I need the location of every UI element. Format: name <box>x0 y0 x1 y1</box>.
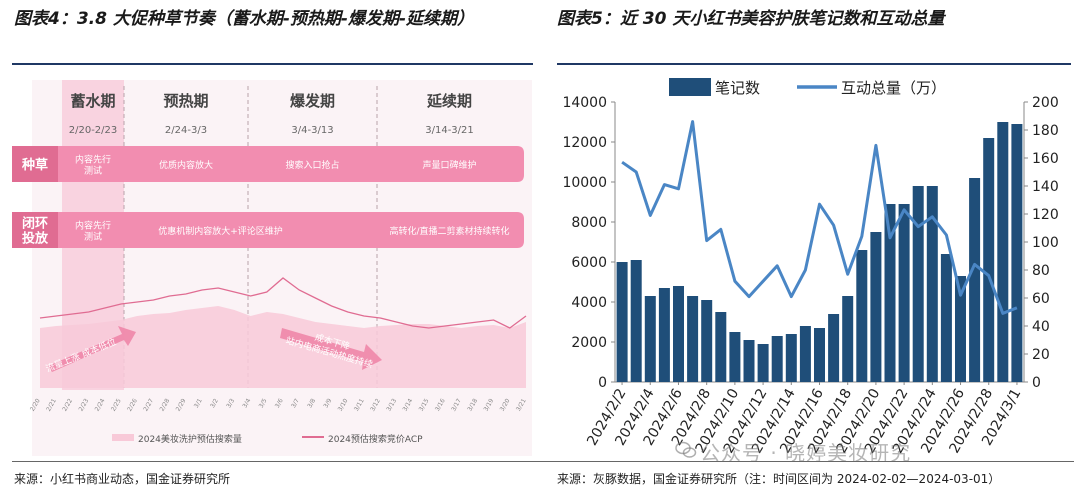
left-y-tick-label: 14000 <box>562 95 607 111</box>
bar-notes-2024/2/13 <box>771 336 783 382</box>
right-y-tick-label: 20 <box>1032 347 1050 363</box>
bar-notes-2024/2/2 <box>616 262 628 382</box>
left-x-tick: 3/1 <box>193 397 204 409</box>
bar-notes-2024/2/21 <box>884 204 896 382</box>
left-x-tick: 3/5 <box>258 397 269 409</box>
right-y-tick-label: 160 <box>1032 151 1059 167</box>
bar-notes-2024/2/26 <box>955 276 966 382</box>
right-y-tick-label: 60 <box>1032 291 1050 307</box>
strategy-item-0-2: 搜索入口抢占 <box>285 159 339 171</box>
search-volume-area <box>40 306 526 388</box>
strategy-row-label-bg-1 <box>12 212 58 248</box>
phase-name-0: 蓄水期 <box>70 92 115 110</box>
strategy-item-1-3: 高转化/直播二剪素材持续转化 <box>389 225 509 237</box>
left-x-tick: 3/2 <box>209 397 220 409</box>
bar-notes-2024/3/1 <box>1011 124 1023 382</box>
bar-notes-2024/2/10 <box>729 332 741 382</box>
strategy-item-1-1: 优惠机制内容放大+评论区维护 <box>158 225 283 237</box>
legend-swatch-bar <box>669 78 711 96</box>
phase-name-3: 延续期 <box>426 92 472 110</box>
bar-notes-2024/2/20 <box>870 232 882 382</box>
bar-notes-2024/2/25 <box>940 254 952 382</box>
left-x-tick: 3/7 <box>290 397 301 409</box>
legend-label-line: 2024预估搜索竞价ACP <box>328 433 423 445</box>
legend-label-bar: 笔记数 <box>715 79 760 97</box>
left-y-tick-label: 4000 <box>571 295 607 311</box>
bar-notes-2024/2/5 <box>658 288 670 382</box>
left-y-tick-label: 12000 <box>562 135 607 151</box>
right-y-tick-label: 100 <box>1032 235 1059 251</box>
left-x-tick: 3/6 <box>274 397 285 409</box>
left-x-tick: 3/3 <box>225 397 236 409</box>
bar-notes-2024/2/28 <box>983 138 995 382</box>
notes-interaction-chart: 0 2000 4000 6000 8000 10000 12000 14000 0 20 40 60 8… <box>562 78 1059 456</box>
right-source-note: 来源：灰豚数据，国金证券研究所（注：时间区间为 2024-02-02—2024-… <box>557 472 1001 486</box>
right-figure-title: 图表5：近 30 天小红书美容护肤笔记数和互动总量 <box>557 9 945 29</box>
bar-notes-2024/2/14 <box>785 334 797 382</box>
right-y-tick-label: 0 <box>1032 375 1041 391</box>
strategy-row-band-1 <box>24 212 524 248</box>
legend-swatch-area <box>112 434 134 441</box>
strategy-item-1-0: 内容先行测试 <box>75 220 111 243</box>
right-title-rule <box>557 63 1071 65</box>
bar-notes-2024/2/16 <box>814 328 825 382</box>
left-x-tick: 3/4 <box>241 397 252 409</box>
bar-notes-2024/2/19 <box>856 250 868 382</box>
strategy-row-label-bg-0 <box>12 146 58 182</box>
strategy-item-0-1: 优质内容放大 <box>159 159 213 171</box>
left-x-tick: 3/9 <box>322 397 333 409</box>
phase-dates-2: 3/4-3/13 <box>291 125 333 136</box>
left-y-tick-label: 10000 <box>562 175 607 191</box>
left-title-rule <box>12 63 533 65</box>
bar-notes-2024/2/9 <box>715 312 727 382</box>
strategy-item-0-3: 声量口碑维护 <box>422 159 476 171</box>
legend-label-area: 2024美妆洗护预估搜索量 <box>138 433 242 445</box>
source-divider <box>12 461 1074 462</box>
bar-notes-2024/2/17 <box>828 314 840 382</box>
left-source-note: 来源：小红书商业动态，国金证券研究所 <box>14 472 231 486</box>
phase-name-2: 爆发期 <box>290 92 335 110</box>
left-y-tick-label: 8000 <box>571 215 607 231</box>
legend-label-line: 互动总量（万） <box>841 79 946 97</box>
left-y-tick-label: 0 <box>598 375 607 391</box>
phase-dates-0: 2/20-2/23 <box>69 125 118 136</box>
bar-notes-2024/2/6 <box>673 286 684 382</box>
bar-notes-2024/2/18 <box>842 296 854 382</box>
strategy-item-0-0: 内容先行测试 <box>75 154 111 177</box>
right-y-tick-label: 120 <box>1032 207 1059 223</box>
line-interactions <box>621 120 1018 315</box>
strategy-row-label-0: 种草 <box>21 157 48 173</box>
strategy-row-label-1: 闭环投放 <box>22 216 49 247</box>
arrow-down-shape <box>280 328 382 370</box>
left-figure-title: 图表4：3.8 大促种草节奏（蓄水期-预热期-爆发期-延续期） <box>14 9 475 29</box>
left-x-tick: 3/8 <box>306 397 317 409</box>
bar-notes-2024/2/29 <box>997 122 1009 382</box>
bar-notes-2024/2/15 <box>799 326 811 382</box>
right-y-tick-label: 40 <box>1032 319 1050 335</box>
bar-notes-2024/2/24 <box>926 186 938 382</box>
right-y-tick-label: 180 <box>1032 123 1059 139</box>
bar-notes-2024/2/27 <box>969 178 981 382</box>
wechat-icon <box>675 441 697 458</box>
bar-notes-2024/2/3 <box>630 260 642 382</box>
right-y-tick-label: 200 <box>1032 95 1059 111</box>
bar-notes-2024/2/11 <box>743 340 755 382</box>
phase-dates-1: 2/24-3/3 <box>165 125 207 136</box>
right-y-tick-label: 140 <box>1032 179 1059 195</box>
left-y-tick-label: 2000 <box>571 335 607 351</box>
bar-notes-2024/2/23 <box>912 186 924 382</box>
phase-name-1: 预热期 <box>163 92 208 110</box>
phase-dates-3: 3/14-3/21 <box>425 125 474 136</box>
strategy-row-band-0 <box>24 146 524 182</box>
bar-notes-2024/2/7 <box>687 296 699 382</box>
left-y-tick-label: 6000 <box>571 255 607 271</box>
bar-notes-2024/2/8 <box>701 300 713 382</box>
bar-notes-2024/2/22 <box>898 204 910 382</box>
bar-notes-2024/2/12 <box>757 344 769 382</box>
right-y-tick-label: 80 <box>1032 263 1050 279</box>
campaign-rhythm-infographic: 蓄水期 2/20-2/23 预热期 2/24-3/3 爆发期 3/4-3/13 延续期 3/1… <box>12 80 532 456</box>
bar-notes-2024/2/4 <box>644 296 656 382</box>
acp-line <box>39 277 527 329</box>
arrow-up-shape <box>48 326 136 372</box>
